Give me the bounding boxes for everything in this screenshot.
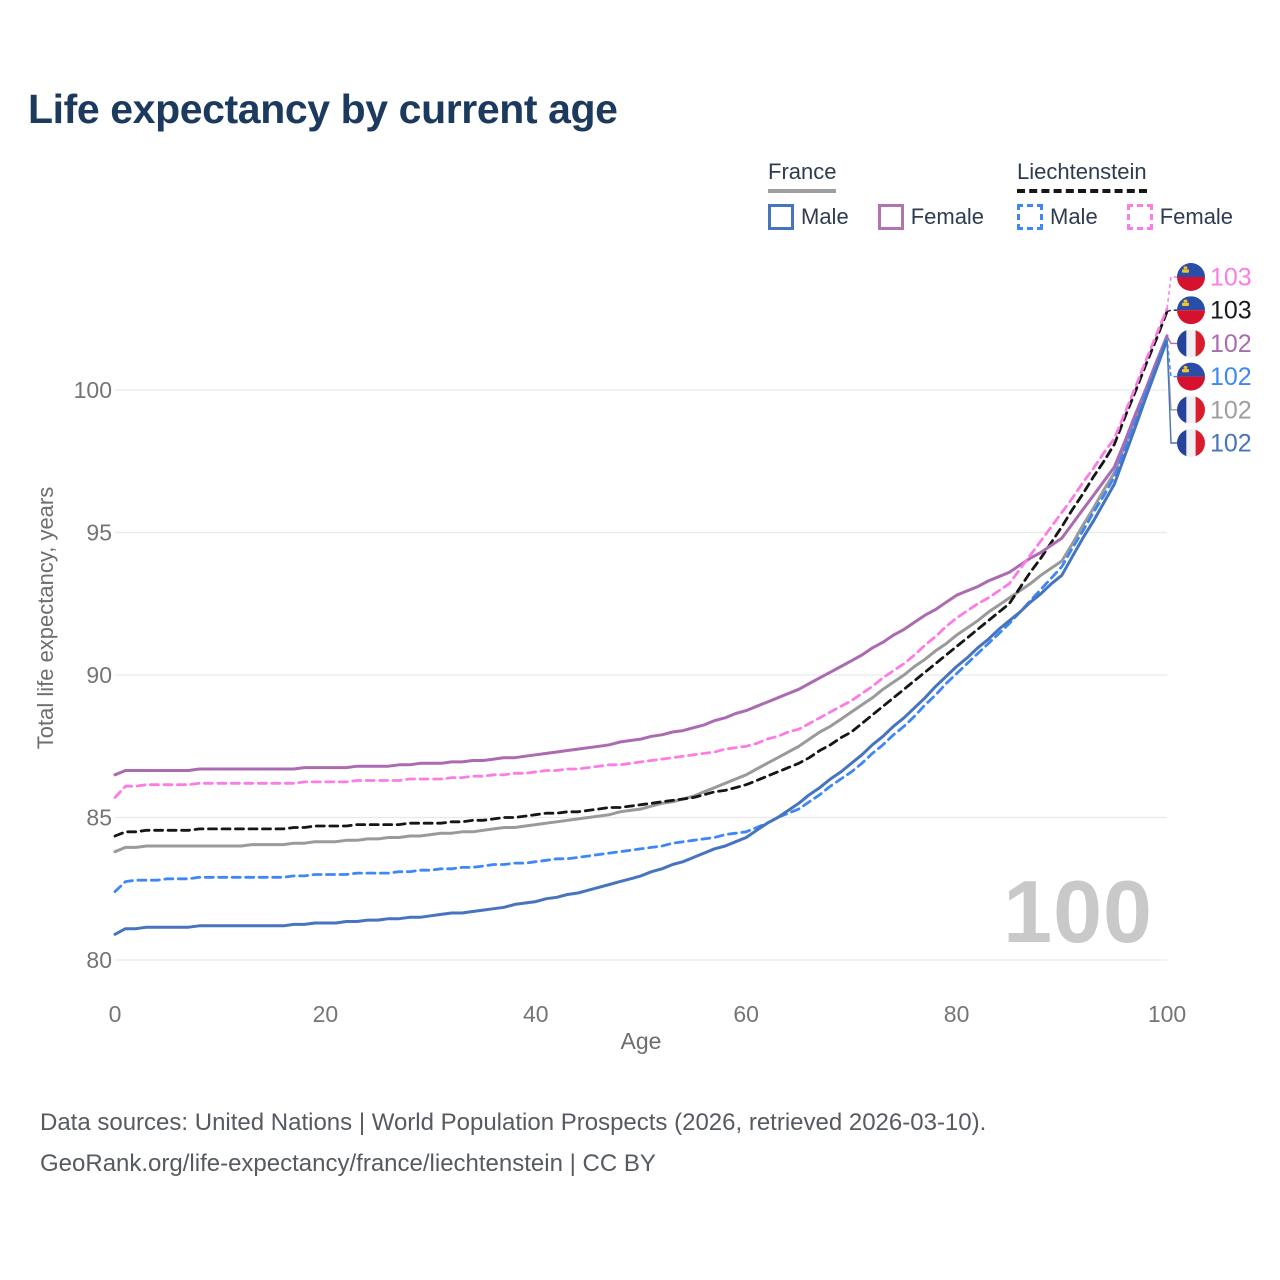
end-label-value: 103 — [1210, 264, 1252, 292]
end-label-value: 102 — [1210, 330, 1252, 358]
legend-item-liechtenstein-female[interactable]: Female — [1126, 204, 1234, 230]
line-chart: 80 85 90 95 100 0 20 40 60 80 100 103 103 102 102 102 10… — [74, 263, 1252, 1027]
end-label-connector-france-female — [1166, 335, 1177, 345]
legend-country-liechtenstein[interactable]: Liechtenstein — [1017, 159, 1147, 193]
france-flag-icon — [1177, 395, 1205, 424]
legend-swatch-icon — [1017, 204, 1043, 230]
y-axis-label: Total life expectancy, years — [33, 486, 58, 750]
age-watermark: 100 — [1003, 862, 1153, 961]
y-tick-label-80: 80 — [86, 947, 112, 973]
france-flag-icon — [1177, 329, 1205, 358]
page-title: Life expectancy by current age — [28, 86, 618, 132]
end-label-connector-france-male — [1166, 340, 1177, 444]
legend-item-france-female[interactable]: Female — [877, 204, 985, 230]
legend-item-liechtenstein-male[interactable]: Male — [1017, 204, 1098, 230]
series-line-france-female[interactable] — [113, 334, 1169, 777]
x-tick-label-20: 20 — [313, 1001, 339, 1027]
legend-item-label: Male — [801, 204, 849, 229]
legend-swatch-icon — [768, 204, 794, 230]
legend-swatch-icon — [877, 204, 904, 230]
end-label-france-male: 102 — [1177, 429, 1252, 458]
liechtenstein-flag-icon — [1177, 263, 1205, 291]
liechtenstein-flag-icon — [1177, 296, 1205, 325]
series-line-liechtenstein-male[interactable] — [113, 335, 1169, 893]
legend-items-liechtenstein: Male Female — [1017, 204, 1233, 230]
x-tick-label-60: 60 — [733, 1001, 759, 1027]
end-label-value: 102 — [1210, 363, 1252, 391]
series-line-liechtenstein-total[interactable] — [113, 310, 1169, 838]
legend-swatch-icon — [1126, 204, 1153, 230]
y-tick-label-90: 90 — [86, 662, 112, 688]
end-label-liechtenstein-male: 102 — [1177, 362, 1252, 391]
end-label-france-female: 102 — [1177, 329, 1252, 358]
legend-group-france: France Male Female — [768, 159, 984, 230]
legend-item-france-male[interactable]: Male — [768, 204, 849, 230]
series-line-france-male[interactable] — [113, 338, 1169, 936]
end-label-liechtenstein-female: 103 — [1177, 263, 1252, 292]
end-label-connector-liechtenstein-total — [1166, 309, 1177, 313]
footer-data-sources: Data sources: United Nations | World Pop… — [40, 1109, 987, 1136]
end-label-value: 102 — [1210, 430, 1252, 458]
legend-items-france: Male Female — [768, 204, 984, 230]
x-tick-label-100: 100 — [1148, 1001, 1186, 1027]
end-label-connector-liechtenstein-female — [1166, 276, 1177, 309]
footer: Data sources: United Nations | World Pop… — [40, 1102, 986, 1184]
legend-country-france[interactable]: France — [768, 159, 837, 193]
legend-item-label: Female — [910, 204, 985, 229]
legend-item-label: Female — [1159, 204, 1234, 229]
x-tick-label-80: 80 — [944, 1001, 970, 1027]
france-flag-icon — [1177, 429, 1205, 457]
end-label-liechtenstein-total: 103 — [1177, 296, 1252, 325]
y-tick-label-100: 100 — [74, 377, 112, 403]
end-label-value: 102 — [1210, 396, 1252, 424]
series-line-france-total[interactable] — [113, 337, 1169, 854]
x-axis-label: Age — [620, 1028, 662, 1054]
end-label-value: 103 — [1210, 297, 1252, 325]
legend-item-label: Male — [1050, 204, 1098, 229]
liechtenstein-flag-icon — [1177, 362, 1205, 391]
legend-group-liechtenstein: Liechtenstein Male Female — [1017, 159, 1233, 230]
end-label-france-total: 102 — [1177, 395, 1252, 424]
y-tick-label-85: 85 — [86, 805, 112, 831]
x-tick-label-0: 0 — [109, 1001, 122, 1027]
y-tick-label-95: 95 — [86, 520, 112, 546]
footer-attribution: GeoRank.org/life-expectancy/france/liech… — [40, 1150, 656, 1177]
end-label-connector-liechtenstein-male — [1166, 337, 1177, 378]
series-line-liechtenstein-female[interactable] — [113, 307, 1169, 799]
x-tick-label-40: 40 — [523, 1001, 549, 1027]
